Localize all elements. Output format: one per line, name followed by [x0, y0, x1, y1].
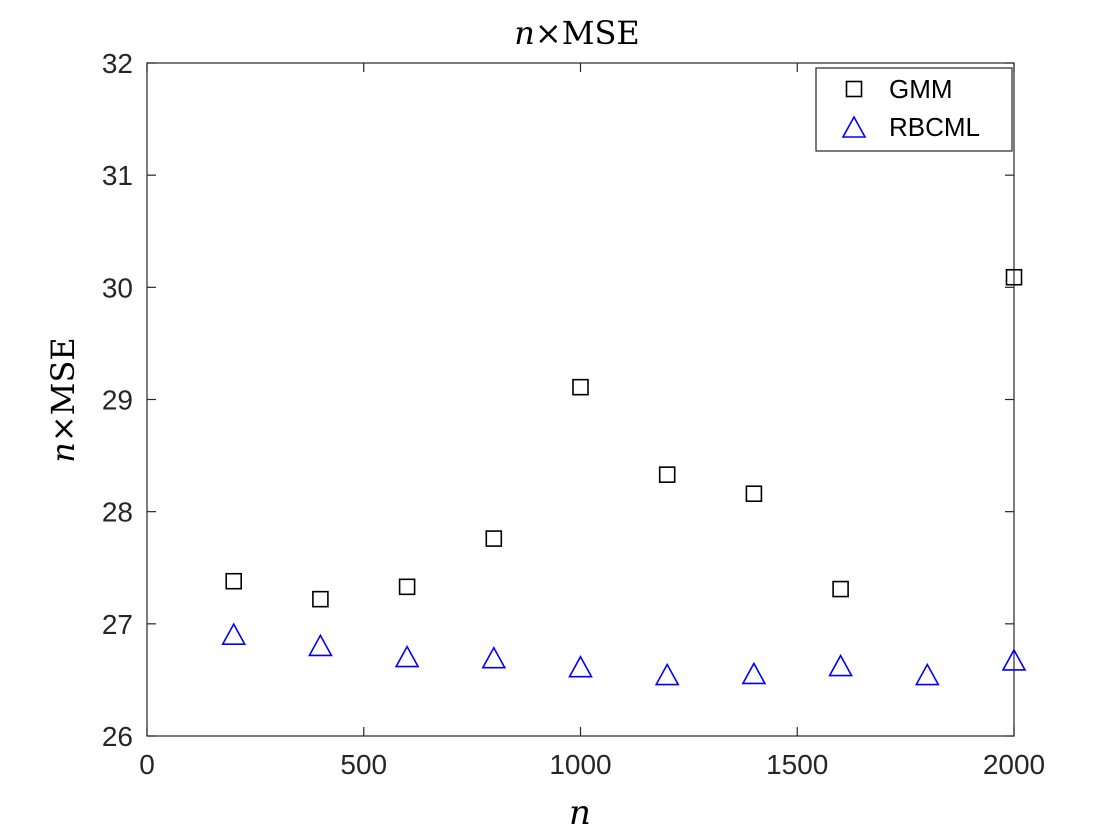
legend-label-gmm: GMM: [889, 74, 953, 104]
rbcml-point: [394, 644, 420, 668]
chart-title-rest: ×MSE: [535, 14, 640, 52]
legend-label-rbcml: RBCML: [889, 112, 980, 142]
gmm-point: [485, 530, 503, 547]
x-tick-label: 0: [139, 749, 155, 780]
y-tick-label: 30: [102, 272, 133, 303]
data-points: [221, 268, 1027, 686]
y-axis-title: n×MSE: [44, 337, 82, 462]
legend-marker-rbcml: [841, 115, 867, 138]
plot-area-frame: [146, 62, 1015, 737]
rbcml-point: [481, 646, 507, 669]
rbcml-point: [1001, 648, 1027, 671]
gmm-point: [312, 590, 329, 608]
legend: GMM RBCML: [815, 67, 1013, 152]
rbcml-point: [308, 633, 333, 657]
gmm-point: [572, 378, 589, 396]
y-tick-label: 32: [102, 48, 133, 79]
x-tick-label: 2000: [983, 749, 1045, 780]
x-tick-label: 500: [340, 749, 387, 780]
y-tick-label: 29: [102, 385, 133, 416]
axes: 0 500 1000 1500 2000 26 27 28 29 30 31 32: [102, 48, 1045, 780]
rbcml-point: [568, 655, 593, 678]
y-tick-label: 26: [102, 721, 133, 752]
gmm-point: [832, 580, 849, 598]
rbcml-point: [828, 653, 853, 677]
x-tick-label: 1000: [549, 749, 611, 780]
chart-title: n×MSE: [514, 14, 639, 52]
gmm-point: [658, 466, 676, 483]
rbcml-point: [221, 622, 247, 645]
y-tick-label: 27: [102, 609, 133, 640]
y-axis-title-rest: ×MSE: [44, 337, 82, 442]
chart-title-italic: n: [514, 14, 535, 52]
gmm-point: [1005, 268, 1023, 286]
rbcml-point: [741, 661, 767, 685]
y-tick-label: 31: [102, 160, 133, 191]
chart-text: n×MSE n n×MSE: [44, 14, 640, 833]
gmm-point: [398, 578, 416, 596]
y-axis-title-italic: n: [44, 442, 82, 463]
gmm-point: [745, 485, 763, 503]
x-tick-label: 1500: [766, 749, 828, 780]
legend-marker-gmm: [845, 80, 863, 98]
gmm-point: [225, 572, 242, 590]
rbcml-point: [654, 662, 680, 686]
x-axis-title: n: [569, 793, 591, 833]
rbcml-point: [914, 662, 940, 686]
y-tick-label: 28: [102, 497, 133, 528]
